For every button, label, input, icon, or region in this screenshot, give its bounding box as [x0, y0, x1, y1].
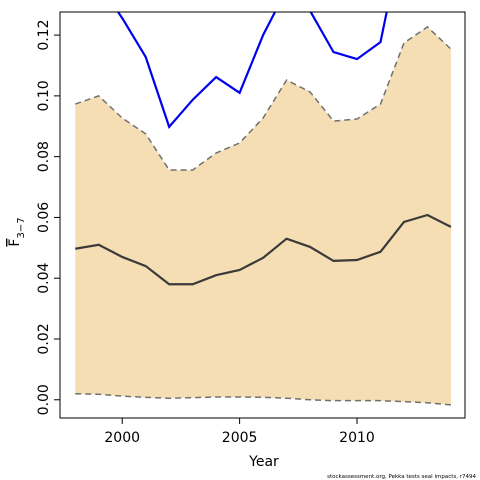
plot-area [75, 12, 452, 406]
y-label-main: F [7, 239, 23, 247]
x-tick-label: 2010 [339, 430, 375, 446]
y-axis-label: F3−7 [7, 217, 27, 246]
y-tick-label: 0.00 [36, 384, 52, 415]
confidence-band [75, 26, 451, 405]
y-label-sub: 3−7 [16, 217, 27, 238]
y-tick-label: 0.10 [36, 80, 52, 111]
y-tick-label: 0.04 [36, 263, 52, 294]
band-upper-edge [75, 25, 452, 171]
x-axis-label: Year [248, 454, 279, 470]
y-tick-label: 0.08 [36, 141, 52, 172]
band-lower-edge [75, 392, 451, 406]
series-line [116, 12, 388, 130]
x-tick-label: 2005 [222, 430, 258, 446]
y-tick-label: 0.12 [36, 20, 52, 51]
footnote: stockassessment.org, Pekka tests seal im… [327, 474, 476, 480]
y-tick-label: 0.02 [36, 323, 52, 354]
series-line [75, 213, 452, 286]
y-tick-label: 0.06 [36, 202, 52, 233]
x-tick-label: 2000 [104, 430, 140, 446]
plot-frame [59, 11, 466, 419]
